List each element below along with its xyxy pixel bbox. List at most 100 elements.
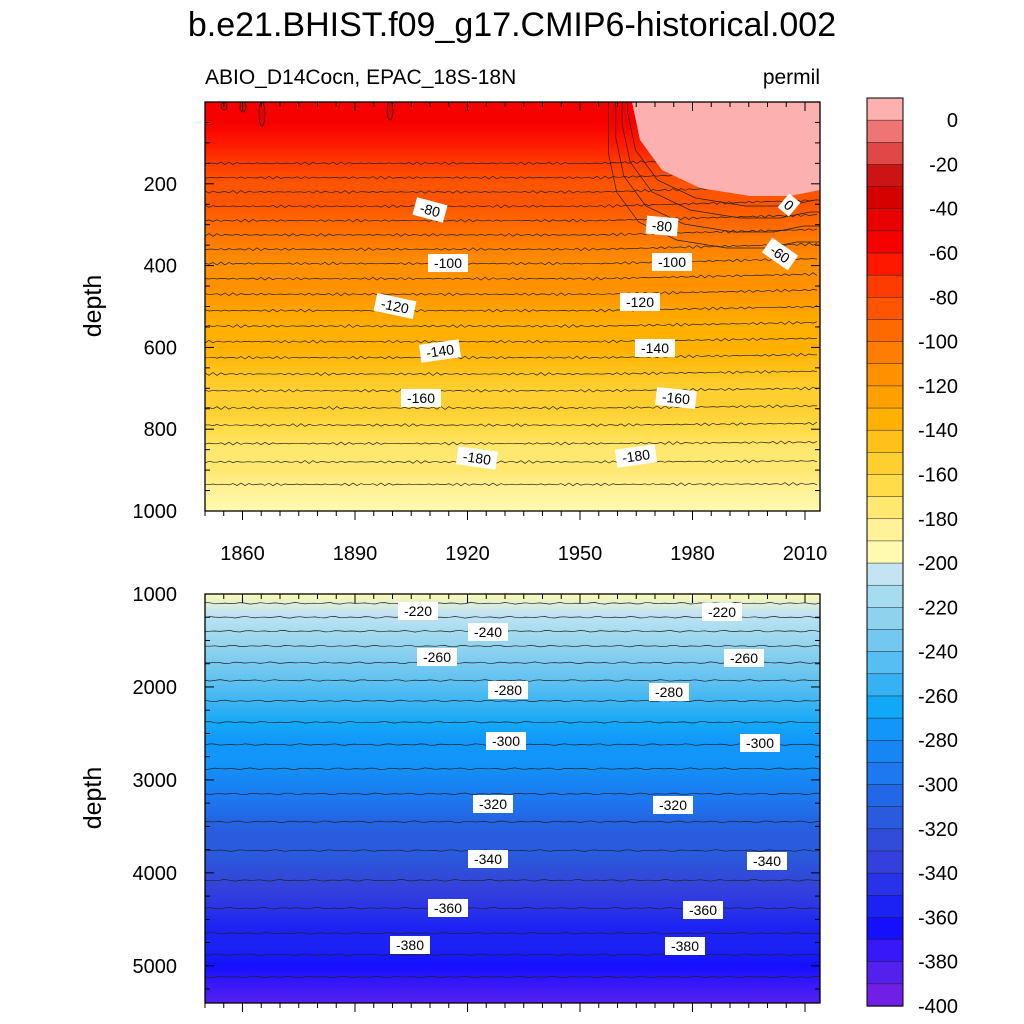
x-tick-label: 1920 [445, 543, 490, 565]
y-tick-label: 1000 [133, 501, 178, 523]
contour-label-bg [428, 254, 468, 272]
colorbar-label: -360 [918, 907, 958, 929]
colorbar-box [866, 452, 904, 476]
colorbar-box [866, 828, 904, 852]
colorbar-label: -280 [918, 730, 958, 752]
contour-label-text: -240 [474, 624, 502, 640]
contour-label: -300 [486, 732, 526, 750]
colorbar-label: -80 [929, 287, 958, 309]
colorbar-box [866, 983, 904, 1007]
contour-label-text: -320 [479, 796, 507, 812]
contour-line [205, 440, 818, 446]
contour-label-bg [620, 293, 660, 311]
y-tick-label: 200 [144, 174, 177, 196]
x-tick-label: 1980 [670, 543, 715, 565]
contour-label-bg [652, 253, 692, 271]
lower-ticks: 1000 2000 3000 4000 5000 [133, 584, 820, 1012]
contour-label-bg [468, 850, 508, 868]
x-tick-label: 1950 [558, 543, 603, 565]
colorbar-box [866, 297, 904, 321]
colorbar-box [866, 274, 904, 298]
colorbar-label: -160 [918, 464, 958, 486]
contour-label-bg [702, 603, 742, 621]
contour-label: -100 [652, 253, 692, 271]
colorbar-box [866, 895, 904, 919]
colorbar-box [866, 629, 904, 653]
contour-label-text: -300 [492, 733, 520, 749]
x-tick-label: 1860 [220, 543, 265, 565]
contour-label: -360 [428, 899, 468, 917]
colorbar-box [866, 673, 904, 697]
upper-ticks: 200 400 600 800 1000 [133, 102, 820, 523]
contour-label-text: -120 [626, 294, 654, 310]
colorbar-box [866, 319, 904, 343]
contour-line [205, 975, 820, 979]
colorbar-box [866, 230, 904, 254]
contour-label-text: -380 [671, 938, 699, 954]
chart-units-label: permil [763, 66, 820, 89]
contour-label-text: -180 [462, 448, 492, 468]
y-tick-label: 1000 [133, 584, 178, 606]
y-tick-label: 4000 [133, 863, 178, 885]
colorbar-box [866, 739, 904, 764]
contour-line [205, 370, 818, 376]
contour-label: -320 [473, 795, 513, 813]
contour-label-text: -280 [494, 682, 522, 698]
colorbar-box [866, 850, 904, 874]
colorbar-box [866, 97, 904, 121]
contour-line [205, 767, 820, 770]
colorbar-box [866, 939, 904, 963]
contour-line [205, 699, 820, 703]
colorbar-box [866, 651, 904, 675]
colorbar: 0 -20 -40 -60 -80 -100 -120 -140 -160 -180 -200 -22… [866, 97, 958, 1018]
contour-line [205, 932, 820, 935]
chart-title: b.e21.BHIST.f09_g17.CMIP6-historical.002 [188, 6, 836, 44]
colorbar-label: -240 [918, 642, 958, 664]
contour-label: -120 [620, 293, 660, 311]
contour-line [205, 288, 818, 297]
contour-label: -340 [747, 852, 787, 870]
contour-line [205, 272, 818, 281]
contour-label-text: -120 [380, 295, 411, 317]
y-tick-label: 600 [144, 337, 177, 359]
colorbar-box [866, 186, 904, 210]
colorbar-box [866, 164, 904, 188]
contour-label-bg [398, 602, 438, 620]
colorbar-label: -340 [918, 863, 958, 885]
colorbar-label: -400 [918, 996, 958, 1018]
contour-label-bg [747, 852, 787, 870]
colorbar-box [866, 429, 904, 453]
contour-label-bg [401, 389, 441, 407]
colorbar-box [866, 806, 904, 830]
contour-line [205, 352, 818, 360]
contour-line [205, 421, 818, 428]
colorbar-box [866, 385, 904, 409]
contour-label: -220 [398, 602, 438, 620]
contour-label-text: -160 [407, 390, 435, 406]
contour-label-bg [649, 683, 689, 701]
x-tick-label: 1890 [333, 543, 378, 565]
contour-label-text: -160 [661, 389, 691, 408]
contour-label: -220 [702, 603, 742, 621]
contour-line [205, 792, 820, 796]
contour-label-text: -340 [753, 853, 781, 869]
contour-label-bg [412, 197, 448, 223]
upper-contour-labels: -80 -80 -100 -100 -120 -120 -140 -140 -160 -160 -1… [373, 193, 801, 470]
surface-contour [386, 102, 394, 121]
contour-label-bg [777, 193, 801, 217]
contour-line [205, 337, 818, 344]
contour-line [205, 404, 818, 410]
contour-label-bg [761, 237, 799, 271]
y-tick-label: 400 [144, 256, 177, 278]
lower-panel-frame [204, 593, 821, 1004]
contour-label-bg [417, 648, 457, 666]
contour-label-text: -260 [423, 649, 451, 665]
contour-label-bg [665, 937, 705, 955]
contour-label-bg [655, 386, 697, 410]
colorbar-label: -300 [918, 775, 958, 797]
contour-label: -340 [468, 850, 508, 868]
colorbar-box [866, 518, 904, 542]
contour-line [205, 721, 820, 724]
contour-line [205, 629, 820, 633]
colorbar-label: 0 [947, 110, 958, 132]
